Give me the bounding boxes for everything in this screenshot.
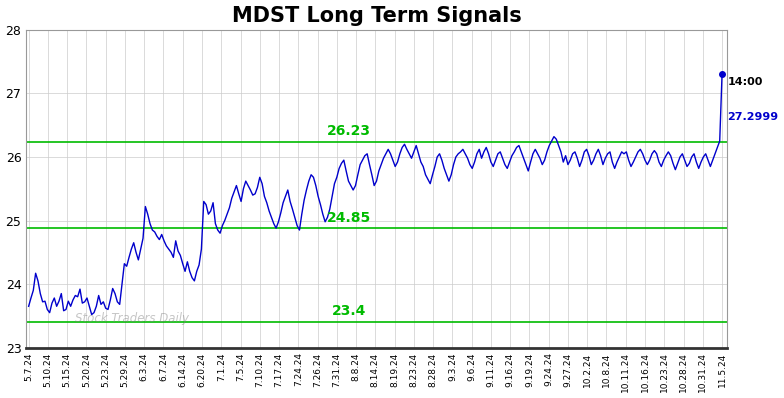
Title: MDST Long Term Signals: MDST Long Term Signals [231,6,521,25]
Text: 26.23: 26.23 [327,124,371,138]
Text: 23.4: 23.4 [332,304,366,318]
Text: 27.2999: 27.2999 [728,112,779,122]
Text: 24.85: 24.85 [327,211,371,225]
Text: Stock Traders Daily: Stock Traders Daily [75,312,189,325]
Text: 14:00: 14:00 [728,77,763,87]
